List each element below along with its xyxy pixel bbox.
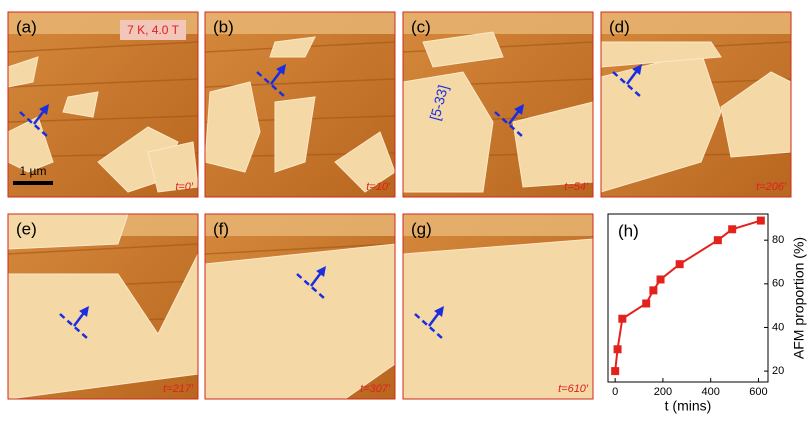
data-point [642,299,650,307]
data-point [757,217,765,225]
image-panel: (e) t=217′ [8,214,198,399]
time-label: t=10′ [366,181,391,193]
data-point [618,315,626,323]
data-point [728,225,736,233]
x-axis-label: t (mins) [665,398,712,414]
y-tick-label: 40 [772,321,784,333]
x-tick-label: 200 [654,386,672,398]
data-point [676,260,684,268]
image-panel: (f) t=307′ [205,214,395,399]
scale-label: 1 µm [20,164,47,178]
time-label: t=54′ [564,181,589,193]
scale-bar [13,181,53,185]
data-point [657,275,665,283]
panel-label: (f) [213,219,229,238]
time-label: t=217′ [163,383,194,395]
panel-label: (e) [16,219,37,238]
panel-label: (g) [411,219,432,238]
data-point [649,286,657,294]
time-label: t=307′ [360,383,391,395]
time-label: t=206′ [756,181,787,193]
time-label: t=0′ [175,181,194,193]
data-line [615,221,761,372]
top-band [205,214,395,236]
y-tick-label: 60 [772,278,784,290]
y-axis-label: AFM proportion (%) [791,237,807,359]
time-label: t=610′ [558,383,589,395]
data-point [714,236,722,244]
x-tick-label: 400 [702,386,720,398]
y-tick-label: 20 [772,365,784,377]
afm-domain [205,244,395,399]
panel-label: (b) [213,17,234,36]
panel-label: (h) [618,221,639,240]
image-panel: (d) t=206′ [601,12,791,197]
image-panel: (g) t=610′ [403,214,593,399]
afm-domain [403,239,593,399]
condition-label: 7 K, 4.0 T [127,23,179,37]
panel-label: (a) [16,17,37,36]
panel-label: (d) [609,17,630,36]
y-tick-label: 80 [772,234,784,246]
figure: (a) t=0′ (b) t=10′ (c) t=54′ (d) t=206′ (e) t=217… [0,0,811,416]
x-tick-label: 600 [749,386,767,398]
data-point [611,367,619,375]
data-point [614,345,622,353]
top-band [403,12,593,34]
image-panel: (b) t=10′ [205,12,395,197]
x-tick-label: 0 [612,386,618,398]
panel-label: (c) [411,17,431,36]
